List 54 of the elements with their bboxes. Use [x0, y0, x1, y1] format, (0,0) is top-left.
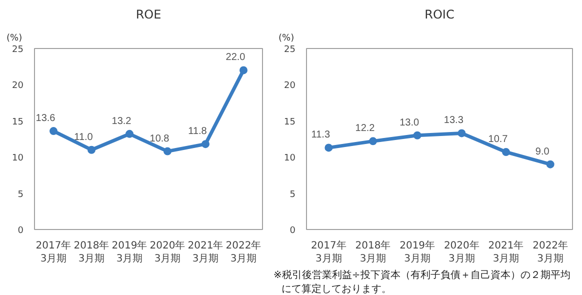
y-axis-title: (%): [6, 34, 22, 44]
text: にて算定しております。: [282, 283, 392, 295]
y-tick-label: 20: [12, 81, 24, 92]
x-tick-label: 2021年 3月期: [188, 240, 224, 265]
x-tick-label: 2017年 3月期: [310, 240, 346, 265]
data-label: 12.2: [355, 123, 376, 134]
chart-title: ROE: [136, 8, 162, 22]
point: [88, 146, 96, 154]
y-tick-label: 20: [284, 81, 296, 92]
y-tick-label: 5: [290, 190, 296, 200]
point: [164, 147, 172, 156]
point: [324, 144, 333, 152]
data-label: 13.6: [36, 113, 56, 124]
y-tick-label: 0: [18, 226, 24, 236]
data-label: 11.0: [74, 132, 94, 143]
x-tick-label: 2017年 3月期: [36, 240, 72, 265]
point: [240, 66, 248, 74]
y-tick-label: 10: [284, 154, 296, 164]
data-label: 13.3: [444, 115, 464, 126]
x-tick-label: 2020年 3月期: [444, 240, 480, 265]
y-tick-label: 25: [12, 45, 24, 55]
x-tick-label: 2021年 3月期: [488, 240, 524, 265]
data-label: 10.8: [150, 133, 170, 144]
x-tick-label: 2018年 3月期: [355, 240, 391, 265]
x-tick-label: 2019年 3月期: [400, 240, 436, 265]
point: [50, 127, 58, 136]
y-tick-label: 0: [290, 226, 296, 236]
point: [202, 140, 210, 148]
data-label: 11.3: [311, 130, 330, 141]
point: [458, 129, 466, 138]
data-label: 11.8: [188, 126, 208, 138]
x-tick-label: 2020年 3月期: [150, 240, 186, 265]
y-tick-label: 10: [12, 154, 24, 164]
y-tick-label: 15: [284, 117, 296, 128]
y-axis-title: (%): [278, 34, 294, 44]
data-label: 13.2: [112, 116, 132, 127]
text: ※税引後営業利益÷投下資本（有利子負債＋自己資本）の２期平均: [274, 269, 570, 281]
x-tick-label: 2018年 3月期: [74, 240, 110, 265]
x-tick-label: 2019年 3月期: [112, 240, 148, 265]
data-label: 22.0: [226, 52, 246, 64]
y-tick-label: 5: [18, 190, 24, 200]
point: [126, 130, 134, 138]
point: [413, 131, 422, 140]
x-tick-label: 2022年 3月期: [532, 240, 568, 265]
chart-title: ROIC: [424, 8, 454, 22]
point: [546, 160, 554, 168]
point: [369, 137, 377, 146]
y-tick-label: 15: [12, 117, 24, 128]
x-tick-label: 2022年 3月期: [226, 240, 262, 265]
data-label: 9.0: [535, 146, 550, 158]
y-tick-label: 25: [284, 45, 296, 55]
point: [502, 148, 510, 156]
data-label: 10.7: [488, 134, 508, 146]
data-label: 13.0: [400, 117, 420, 128]
